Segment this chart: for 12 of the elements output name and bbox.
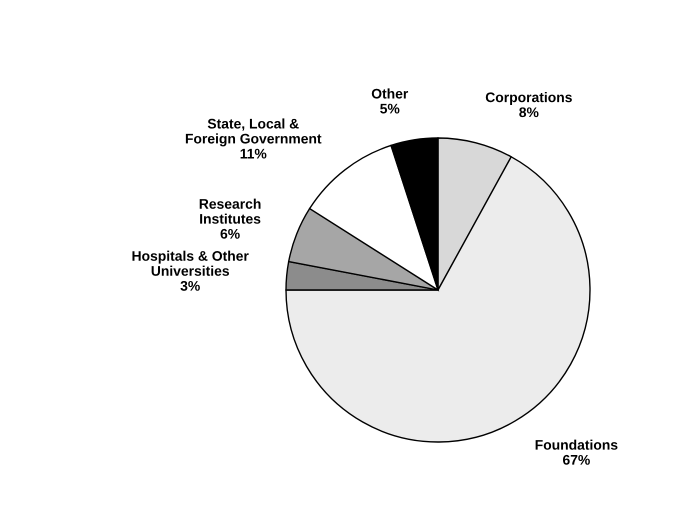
- slice-label: Foundations: [536, 440, 618, 450]
- data-label: 67%: [562, 454, 590, 465]
- data-label: 11%: [240, 148, 266, 159]
- slice-label: Corporations: [486, 92, 572, 105]
- slice-label: Other: [372, 88, 408, 99]
- data-label: 5%: [380, 104, 400, 114]
- slice-label: State, Local & Foreign Government: [186, 118, 322, 146]
- slice-label: Hospitals & Other Universities: [132, 250, 249, 276]
- slice-label: Research Institutes: [200, 198, 260, 224]
- data-label: 8%: [519, 107, 539, 118]
- data-label: 6%: [220, 228, 240, 239]
- data-label: 3%: [180, 280, 200, 291]
